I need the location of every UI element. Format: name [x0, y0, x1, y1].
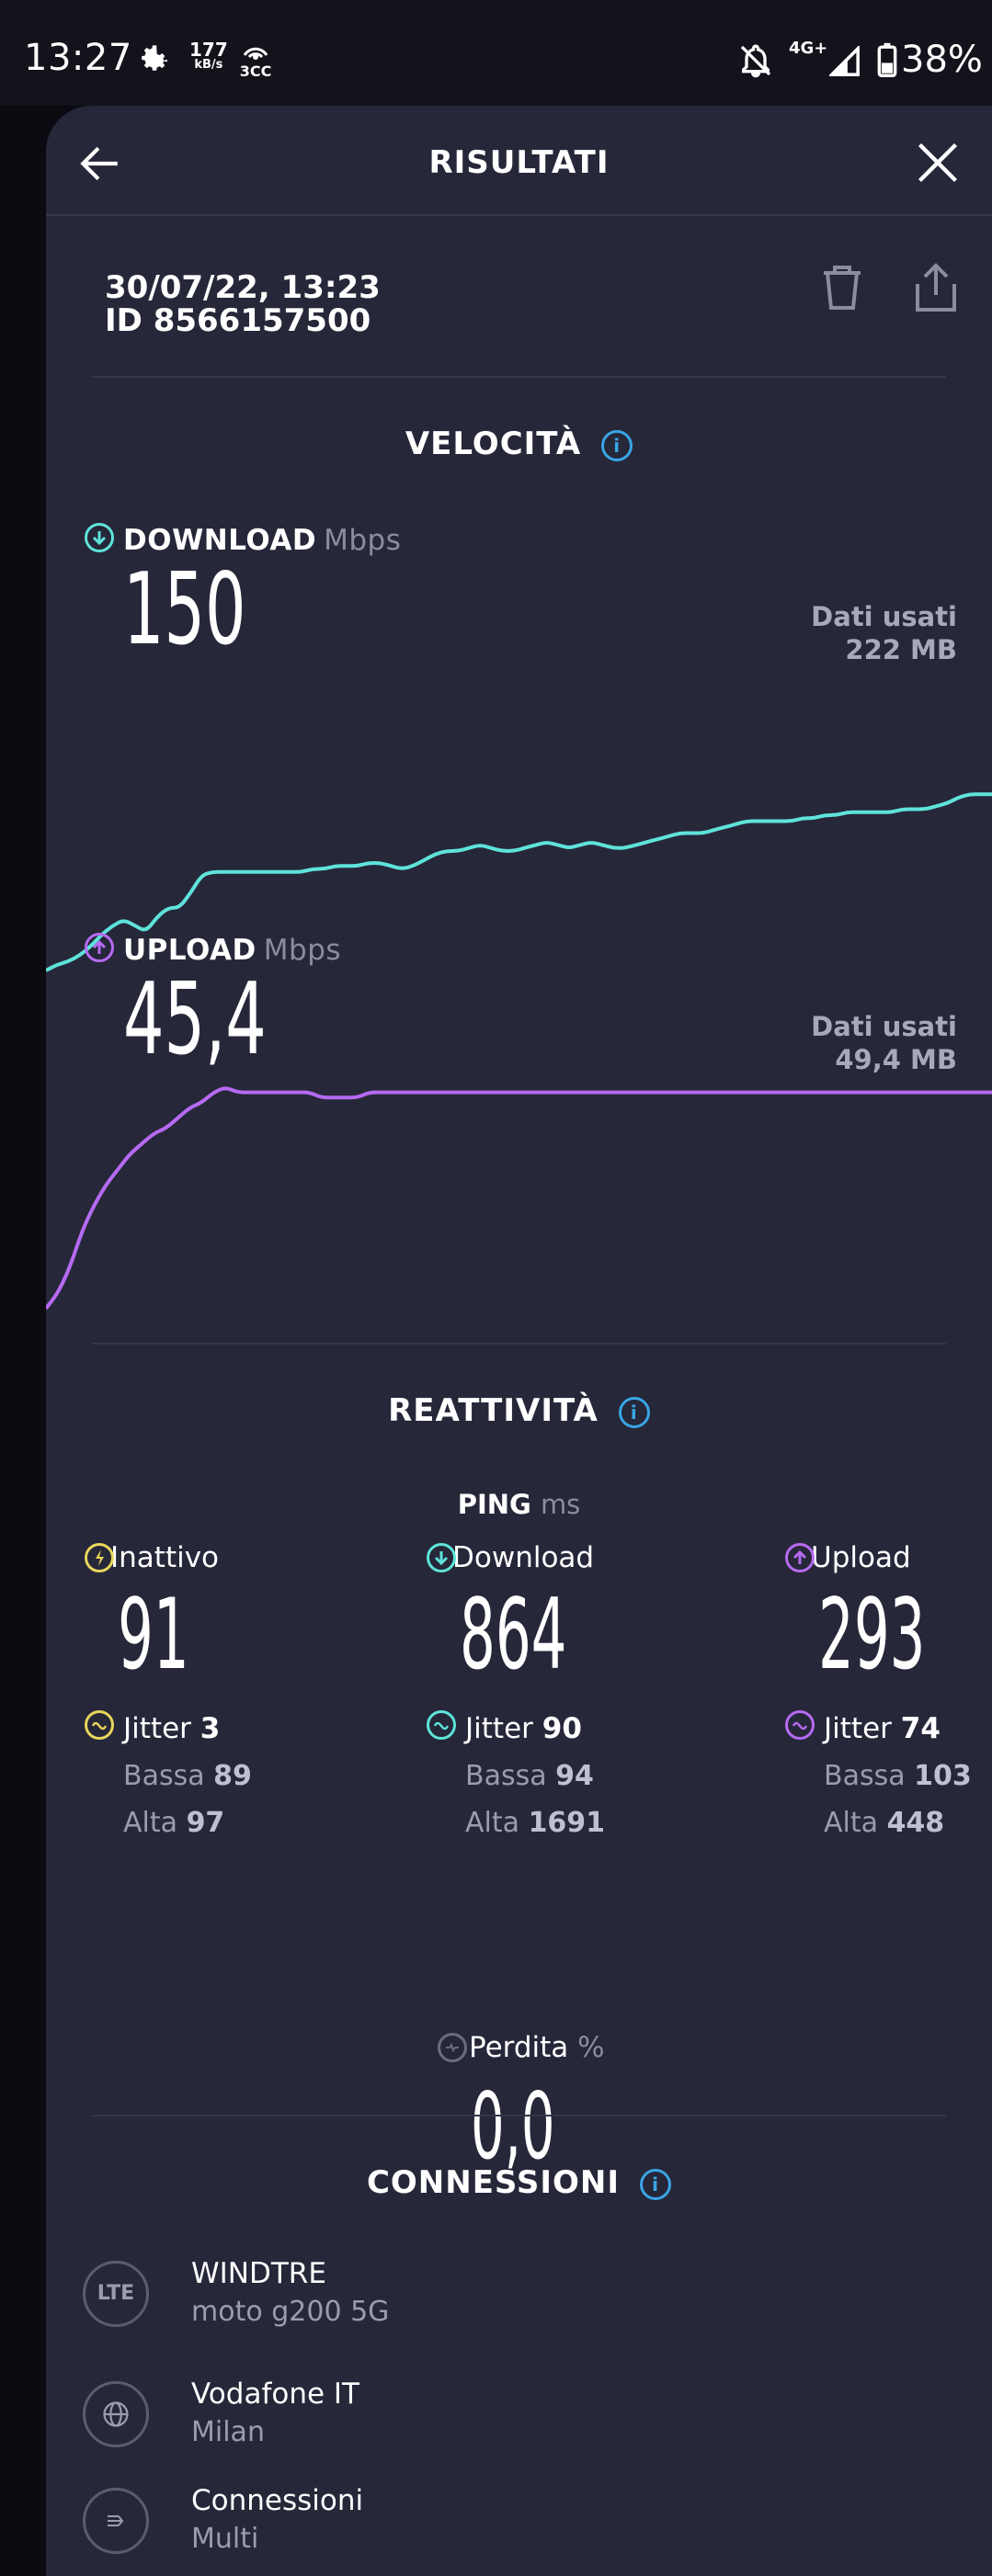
connection-name: WINDTRE [191, 2257, 326, 2290]
connection-sub: Milan [191, 2416, 265, 2448]
chart-series-line [46, 1086, 992, 1311]
upload-value: 45,4 [123, 962, 267, 1077]
download-chart [46, 792, 992, 972]
share-icon[interactable] [914, 262, 958, 313]
chart-series-line [46, 792, 992, 972]
lte-icon: LTE [83, 2261, 149, 2327]
ping-idle: Inattivo 91 Jitter 3 Bassa 89 Alta 97 [85, 1541, 252, 1839]
upload-label: UPLOAD Mbps [123, 934, 342, 967]
ping-idle-jitter: Jitter 3 [123, 1712, 221, 1745]
hotspot-icon: 3CC [237, 39, 274, 79]
ping-download-value: 864 [460, 1578, 567, 1691]
download-label: DOWNLOAD Mbps [123, 524, 402, 557]
lightning-icon [85, 1543, 114, 1572]
download-icon [427, 1543, 456, 1572]
connection-sub: moto g200 5G [191, 2296, 390, 2328]
responsiveness-section-title: REATTIVITÀ i [46, 1392, 992, 1429]
status-bar: 13:27 177 kB/s 3CC 4G+ 38% [0, 0, 992, 106]
close-icon[interactable] [914, 139, 962, 187]
ping-upload-value: 293 [818, 1578, 926, 1691]
download-value: 150 [123, 552, 246, 667]
divider [92, 2115, 946, 2116]
ping-upload-high: Alta 448 [824, 1807, 945, 1839]
info-icon[interactable]: i [601, 429, 633, 461]
results-sheet: RISULTATI 30/07/22, 13:23 ID 8566157500 … [46, 106, 992, 2576]
ping-download-label: Download [452, 1541, 595, 1574]
network-type: 4G+ [789, 39, 828, 58]
ping-download-jitter: Jitter 90 [465, 1712, 582, 1745]
jitter-icon [785, 1710, 815, 1740]
ping-upload-low: Bassa 103 [824, 1760, 972, 1792]
signal-icon [829, 46, 860, 76]
info-icon[interactable]: i [618, 1396, 650, 1428]
network-speed: 177 kB/s [189, 39, 228, 72]
battery-percent: 38% [901, 39, 983, 81]
ping-idle-low: Bassa 89 [123, 1760, 252, 1792]
info-icon[interactable]: i [640, 2168, 672, 2200]
ping-idle-value: 91 [118, 1578, 189, 1691]
ping-download: Download 864 Jitter 90 Bassa 94 Alta 169… [427, 1541, 627, 1839]
ping-upload-label: Upload [811, 1541, 911, 1574]
upload-icon [785, 1543, 815, 1572]
upload-chart [46, 1086, 992, 1311]
ping-upload-jitter: Jitter 74 [824, 1712, 941, 1745]
ping-idle-high: Alta 97 [123, 1807, 225, 1839]
divider [92, 1343, 946, 1345]
gear-icon [142, 45, 167, 71]
connections-icon [83, 2488, 149, 2554]
globe-icon [83, 2381, 149, 2447]
result-meta: 30/07/22, 13:23 ID 8566157500 [105, 271, 381, 337]
result-id: ID 8566157500 [105, 302, 371, 339]
divider [92, 376, 946, 378]
upload-data-used: Dati usati 49,4 MB [811, 1011, 957, 1075]
battery-icon [877, 42, 897, 77]
download-data-used: Dati usati 222 MB [811, 601, 957, 665]
upload-icon [85, 933, 114, 962]
back-arrow-icon[interactable] [77, 141, 123, 187]
page-title: RISULTATI [428, 144, 610, 181]
ping-download-low: Bassa 94 [465, 1760, 594, 1792]
packet-loss-icon [438, 2033, 467, 2062]
trash-icon[interactable] [820, 264, 864, 312]
ping-title: PING ms [457, 1489, 581, 1520]
packet-loss-label: Perdita % [469, 2031, 605, 2064]
jitter-icon [427, 1710, 456, 1740]
ping-download-high: Alta 1691 [465, 1807, 606, 1839]
status-time: 13:27 [24, 37, 132, 79]
connection-name: Connessioni [191, 2484, 364, 2517]
connection-sub: Multi [191, 2523, 259, 2555]
connection-name: Vodafone IT [191, 2377, 359, 2411]
speed-section-title: VELOCITÀ i [46, 426, 992, 462]
ping-idle-label: Inattivo [110, 1541, 220, 1574]
header-divider [46, 214, 992, 216]
packet-loss-value: 0,0 [471, 2072, 555, 2180]
download-icon [85, 523, 114, 552]
connections-section-title: CONNESSIONI i [46, 2164, 992, 2201]
result-date: 30/07/22, 13:23 [105, 269, 381, 306]
jitter-icon [85, 1710, 114, 1740]
bell-off-icon [740, 44, 771, 78]
ping-upload: Upload 293 Jitter 74 Bassa 103 Alta 448 [785, 1541, 986, 1839]
